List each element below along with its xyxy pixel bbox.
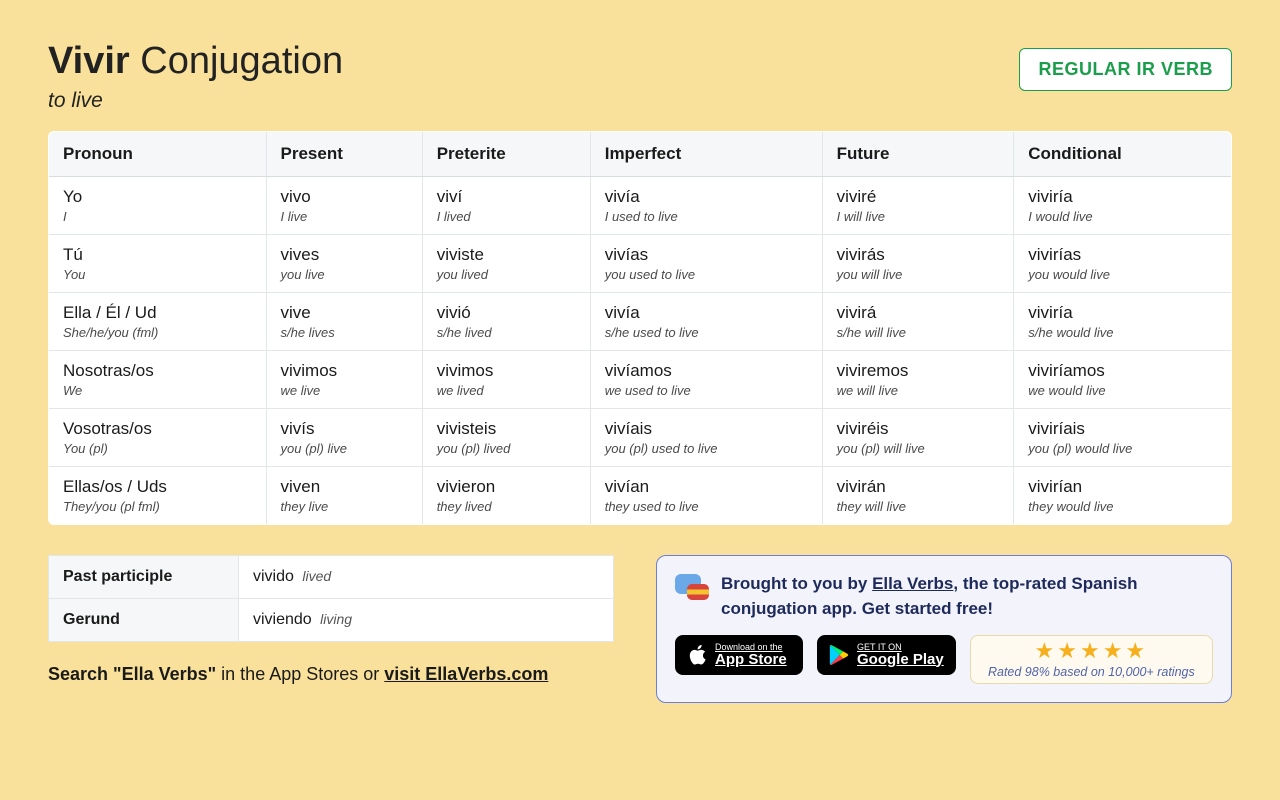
conjugation-cell: vivisteisyou (pl) lived — [422, 409, 590, 467]
conjugation-cell: vivesyou live — [266, 235, 422, 293]
subtitle: to live — [48, 89, 343, 113]
conjugation-cell: vivirásyou will live — [822, 235, 1014, 293]
verb-type-badge: REGULAR IR VERB — [1019, 48, 1232, 91]
promo-text: Brought to you by Ella Verbs, the top-ra… — [721, 572, 1213, 621]
play-big: Google Play — [857, 652, 944, 669]
column-header: Present — [266, 132, 422, 177]
rating-box: ★★★★★ Rated 98% based on 10,000+ ratings — [970, 635, 1213, 684]
conjugation-cell: vivimoswe lived — [422, 351, 590, 409]
conjugation-cell: vivíI lived — [422, 177, 590, 235]
page-title: Vivir Conjugation — [48, 40, 343, 83]
stars-icon: ★★★★★ — [979, 640, 1204, 662]
conjugation-cell: viviremoswe will live — [822, 351, 1014, 409]
promo-box: Brought to you by Ella Verbs, the top-ra… — [656, 555, 1232, 703]
conjugation-cell: vivíanthey used to live — [590, 467, 822, 525]
pronoun-cell: Ella / Él / UdShe/he/you (fml) — [49, 293, 267, 351]
conjugation-cell: viventhey live — [266, 467, 422, 525]
table-row: Ella / Él / UdShe/he/you (fml)vives/he l… — [49, 293, 1232, 351]
column-header: Preterite — [422, 132, 590, 177]
pronoun-cell: Ellas/os / UdsThey/you (pl fml) — [49, 467, 267, 525]
search-note-bold: Search "Ella Verbs" — [48, 664, 216, 684]
conjugation-cell: vivieronthey lived — [422, 467, 590, 525]
column-header: Conditional — [1014, 132, 1232, 177]
conjugation-cell: vivíamoswe used to live — [590, 351, 822, 409]
app-icon — [675, 572, 709, 606]
participle-label: Gerund — [49, 599, 239, 642]
conjugation-cell: vivías/he used to live — [590, 293, 822, 351]
conjugation-cell: vivíaisyou (pl) used to live — [590, 409, 822, 467]
conjugation-cell: vivimoswe live — [266, 351, 422, 409]
participles-table: Past participlevivido livedGerundviviend… — [48, 555, 614, 642]
conjugation-cell: viviránthey will live — [822, 467, 1014, 525]
participle-row: Gerundviviendo living — [49, 599, 614, 642]
table-row: Ellas/os / UdsThey/you (pl fml)viventhey… — [49, 467, 1232, 525]
conjugation-cell: viviréI will live — [822, 177, 1014, 235]
column-header: Pronoun — [49, 132, 267, 177]
participle-value: vivido lived — [239, 556, 614, 599]
google-play-icon — [829, 644, 849, 666]
table-row: YoIvivoI livevivíI livedvivíaI used to l… — [49, 177, 1232, 235]
ella-verbs-link[interactable]: Ella Verbs — [872, 574, 953, 593]
participle-value: viviendo living — [239, 599, 614, 642]
participle-row: Past participlevivido lived — [49, 556, 614, 599]
search-note-rest: in the App Stores or — [216, 664, 384, 684]
pronoun-cell: Nosotras/osWe — [49, 351, 267, 409]
conjugation-cell: vivísyou (pl) live — [266, 409, 422, 467]
google-play-button[interactable]: GET IT ON Google Play — [817, 635, 956, 675]
table-row: Nosotras/osWevivimoswe livevivimoswe liv… — [49, 351, 1232, 409]
conjugation-cell: viviós/he lived — [422, 293, 590, 351]
search-note: Search "Ella Verbs" in the App Stores or… — [48, 664, 614, 685]
conjugation-cell: vivíasyou used to live — [590, 235, 822, 293]
conjugation-cell: viviríasyou would live — [1014, 235, 1232, 293]
verb-name: Vivir — [48, 40, 130, 82]
title-suffix: Conjugation — [130, 40, 343, 82]
apple-icon — [687, 644, 707, 666]
pronoun-cell: YoI — [49, 177, 267, 235]
pronoun-cell: Vosotras/osYou (pl) — [49, 409, 267, 467]
conjugation-table: PronounPresentPreteriteImperfectFutureCo… — [48, 131, 1232, 525]
conjugation-cell: viviríaisyou (pl) would live — [1014, 409, 1232, 467]
appstore-big: App Store — [715, 652, 787, 669]
rating-text: Rated 98% based on 10,000+ ratings — [979, 665, 1204, 679]
conjugation-cell: vivisteyou lived — [422, 235, 590, 293]
conjugation-cell: vivirás/he will live — [822, 293, 1014, 351]
conjugation-cell: vivíaI used to live — [590, 177, 822, 235]
column-header: Imperfect — [590, 132, 822, 177]
conjugation-cell: viviríamoswe would live — [1014, 351, 1232, 409]
pronoun-cell: TúYou — [49, 235, 267, 293]
table-row: Vosotras/osYou (pl)vivísyou (pl) liveviv… — [49, 409, 1232, 467]
app-store-button[interactable]: Download on the App Store — [675, 635, 803, 675]
table-row: TúYouvivesyou livevivisteyou livedvivías… — [49, 235, 1232, 293]
conjugation-cell: vives/he lives — [266, 293, 422, 351]
conjugation-cell: viviréisyou (pl) will live — [822, 409, 1014, 467]
column-header: Future — [822, 132, 1014, 177]
participle-label: Past participle — [49, 556, 239, 599]
conjugation-cell: vivoI live — [266, 177, 422, 235]
conjugation-cell: viviríanthey would live — [1014, 467, 1232, 525]
conjugation-cell: viviríaI would live — [1014, 177, 1232, 235]
visit-link[interactable]: visit EllaVerbs.com — [384, 664, 548, 684]
conjugation-cell: vivirías/he would live — [1014, 293, 1232, 351]
